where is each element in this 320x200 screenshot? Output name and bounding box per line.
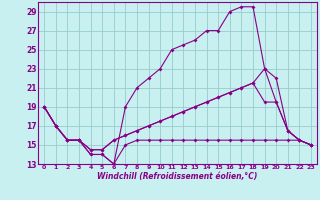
X-axis label: Windchill (Refroidissement éolien,°C): Windchill (Refroidissement éolien,°C): [97, 172, 258, 181]
